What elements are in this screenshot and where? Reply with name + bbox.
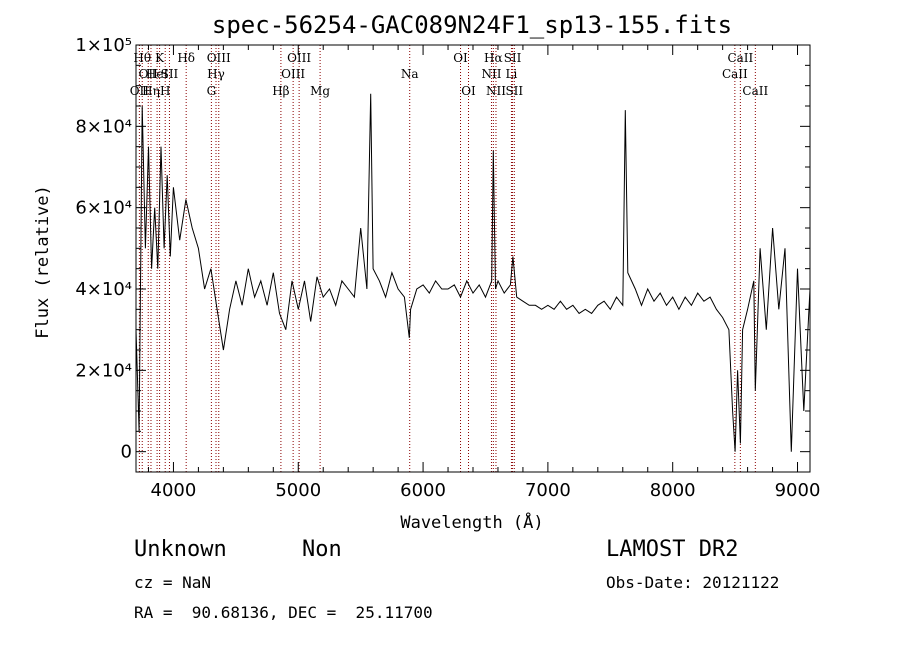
line-labels: OIIHθOIIHηHeIKHSIIHδGHγOIIIHβOIIIOIIIMgN… — [130, 51, 769, 98]
line-marker-label-6: H — [160, 84, 170, 98]
coordinates: RA = 90.68136, DEC = 25.11700 — [134, 603, 433, 622]
y-axis-ticks: 0 2×10⁴ 4×10⁴ 6×10⁴ 8×10⁴ 1×10⁵ — [75, 35, 810, 463]
line-marker-label-1: Hθ — [133, 51, 151, 65]
chart-title: spec-56254-GAC089N24F1_sp13-155.fits — [212, 11, 732, 39]
y-tick-label-3: 6×10⁴ — [75, 198, 132, 219]
y-axis-label: Flux (relative) — [33, 185, 53, 339]
line-marker-label-19: NII — [481, 67, 501, 81]
line-marker-label-14: OIII — [287, 51, 311, 65]
line-marker-label-8: Hδ — [177, 51, 195, 65]
x-tick-label-3: 7000 — [525, 480, 571, 501]
y-tick-label-0: 0 — [121, 442, 132, 463]
x-axis-ticks: 4000 5000 6000 7000 8000 9000 — [147, 45, 821, 501]
line-marker-label-2: OII — [139, 67, 159, 81]
x-tick-label-0: 4000 — [151, 480, 197, 501]
line-marker-label-21: NII — [486, 84, 506, 98]
line-markers — [138, 45, 756, 472]
line-marker-label-18: OI — [461, 84, 476, 98]
spectrum-series — [135, 93, 811, 452]
observation-date: Obs-Date: 20121122 — [606, 573, 780, 592]
line-marker-label-15: Mg — [310, 84, 330, 98]
plot-frame — [135, 44, 811, 473]
line-marker-label-9: G — [207, 84, 217, 98]
x-tick-label-2: 6000 — [400, 480, 446, 501]
x-axis-label: Wavelength (Å) — [400, 511, 543, 533]
line-marker-label-11: OIII — [207, 51, 231, 65]
object-subclass: Non — [302, 537, 342, 562]
line-marker-label-10: Hγ — [207, 67, 225, 81]
y-tick-label-4: 8×10⁴ — [75, 116, 132, 137]
line-marker-label-22: Li — [506, 67, 518, 81]
survey-name: LAMOST DR2 — [606, 537, 739, 562]
line-marker-label-23: SII — [504, 51, 522, 65]
line-marker-label-24: SII — [505, 84, 523, 98]
line-marker-label-4: HeI — [146, 67, 169, 81]
x-tick-label-1: 5000 — [275, 480, 321, 501]
line-marker-label-27: CaII — [742, 84, 768, 98]
line-marker-label-25: CaII — [722, 67, 748, 81]
y-tick-label-2: 4×10⁴ — [75, 279, 132, 300]
redshift-value: cz = NaN — [134, 573, 212, 592]
line-marker-label-3: Hη — [142, 84, 160, 98]
line-marker-label-13: OIII — [281, 67, 305, 81]
line-marker-label-26: CaII — [727, 51, 753, 65]
line-marker-label-5: K — [155, 51, 165, 65]
y-tick-label-1: 2×10⁴ — [75, 360, 132, 381]
line-marker-label-17: OI — [453, 51, 468, 65]
x-tick-label-4: 8000 — [650, 480, 696, 501]
spectrum-line-0 — [135, 93, 811, 452]
line-marker-label-7: SII — [161, 67, 179, 81]
line-marker-label-16: Na — [401, 67, 419, 81]
line-marker-label-20: Hα — [484, 51, 503, 65]
y-tick-label-5: 1×10⁵ — [75, 35, 132, 56]
x-tick-label-5: 9000 — [775, 480, 821, 501]
line-marker-label-12: Hβ — [272, 84, 289, 98]
object-class: Unknown — [134, 537, 227, 562]
line-marker-label-0: OII — [130, 84, 150, 98]
